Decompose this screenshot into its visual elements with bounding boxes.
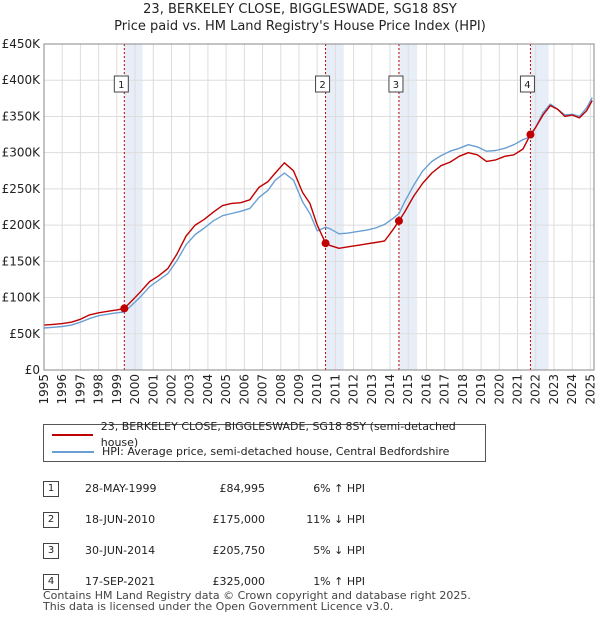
- sale-date: 18-JUN-2010: [85, 513, 156, 526]
- y-tick-label: £100K: [2, 291, 42, 305]
- table-row: 4 17-SEP-2021 £325,000 1% ↑ HPI: [43, 566, 365, 597]
- sale-hpi-diff: 5% ↓ HPI: [313, 544, 365, 557]
- x-tick-label: 2006: [237, 374, 251, 405]
- sale-band-1: [124, 44, 143, 370]
- table-row: 1 28-MAY-1999 £84,995 6% ↑ HPI: [43, 473, 365, 504]
- sales-table: 1 28-MAY-1999 £84,995 6% ↑ HPI 2 18-JUN-…: [43, 473, 365, 597]
- sale-price: £175,000: [212, 513, 266, 526]
- sale-price: £84,995: [219, 482, 266, 495]
- x-tick-label: 1995: [37, 374, 51, 405]
- legend-label-property: 23, BERKELEY CLOSE, BIGGLESWADE, SG18 8S…: [100, 420, 456, 449]
- x-tick-label: 2018: [456, 374, 470, 405]
- hpi-line: [43, 97, 593, 329]
- sale-number-badge: 3: [43, 542, 59, 559]
- sale-number-badge: 1: [43, 480, 59, 497]
- x-tick-label: 2007: [256, 374, 270, 405]
- sale-point-3: [394, 216, 403, 225]
- x-tick-label: 2003: [183, 374, 197, 405]
- sale-point-4: [526, 130, 535, 139]
- sale-point-2: [321, 239, 330, 248]
- chart-legend: 23, BERKELEY CLOSE, BIGGLESWADE, SG18 8S…: [43, 420, 486, 462]
- x-tick-label: 2015: [401, 374, 415, 405]
- sale-price: £205,750: [212, 544, 266, 557]
- x-tick-label: 2005: [219, 374, 233, 405]
- sale-band-4: [530, 44, 549, 370]
- chart-subtitle: Price paid vs. HM Land Registry's House …: [114, 19, 486, 34]
- y-tick-label: £350K: [2, 109, 42, 123]
- x-tick-label: 1998: [92, 374, 106, 405]
- sale-date: 30-JUN-2014: [85, 544, 156, 557]
- sale-hpi-diff: 1% ↑ HPI: [313, 575, 365, 588]
- chart-title-address: 23, BERKELEY CLOSE, BIGGLESWADE, SG18 8S…: [143, 2, 457, 17]
- y-tick-label: £300K: [2, 146, 42, 160]
- price-chart: 1 2 3 4 £0 £50K £100K £150K £200K £250K £300K £350…: [2, 37, 598, 405]
- sale-number-label-3: 3: [393, 80, 399, 91]
- sale-number-label-2: 2: [319, 80, 325, 91]
- plot-frame: [43, 43, 595, 371]
- sale-date: 17-SEP-2021: [85, 575, 156, 588]
- sale-number-box-4: [519, 75, 535, 93]
- sale-point-1: [120, 304, 129, 313]
- sale-number-box-1: [113, 75, 129, 93]
- x-tick-label: 2008: [274, 374, 288, 405]
- x-tick-label: 2022: [529, 374, 543, 405]
- table-row: 3 30-JUN-2014 £205,750 5% ↓ HPI: [43, 535, 365, 566]
- x-tick-label: 2009: [292, 374, 306, 405]
- x-tick-label: 1999: [110, 374, 124, 405]
- legend-item-hpi: HPI: Average price, semi-detached house,…: [52, 444, 449, 460]
- x-tick-label: 2017: [438, 374, 452, 405]
- y-tick-label: £50K: [9, 327, 41, 341]
- sale-number-box-3: [388, 75, 404, 93]
- sale-number-label-1: 1: [118, 80, 124, 91]
- y-tick-label: £150K: [2, 254, 42, 268]
- x-tick-label: 2012: [347, 374, 361, 405]
- sale-price: £325,000: [212, 575, 266, 588]
- x-tick-label: 2025: [583, 374, 597, 405]
- footer-text: Contains HM Land Registry data © Crown c…: [43, 590, 471, 612]
- x-tick-label: 2004: [201, 374, 215, 405]
- y-tick-label: £0: [25, 363, 40, 377]
- x-tick-label: 2021: [511, 374, 525, 405]
- y-tick-label: £450K: [2, 37, 42, 51]
- table-row: 2 18-JUN-2010 £175,000 11% ↓ HPI: [43, 504, 365, 535]
- sale-band-2: [325, 44, 344, 370]
- x-tick-label: 2019: [474, 374, 488, 405]
- sale-number-badge: 2: [43, 511, 59, 528]
- x-tick-label: 1996: [55, 374, 69, 405]
- sale-hpi-diff: 11% ↓ HPI: [306, 513, 365, 526]
- x-tick-label: 2002: [164, 374, 178, 405]
- x-tick-label: 2001: [146, 374, 160, 405]
- x-tick-label: 2010: [310, 374, 324, 405]
- x-tick-label: 2014: [383, 374, 397, 405]
- legend-swatch-property: [52, 434, 93, 436]
- x-tick-label: 2024: [565, 374, 579, 405]
- sale-date: 28-MAY-1999: [85, 482, 157, 495]
- x-tick-label: 2016: [419, 374, 433, 405]
- footer-licence: This data is licensed under the Open Gov…: [43, 600, 394, 613]
- legend-swatch-hpi: [52, 451, 94, 453]
- x-tick-label: 1997: [73, 374, 87, 405]
- x-tick-label: 2023: [547, 374, 561, 405]
- y-tick-label: £200K: [2, 218, 42, 232]
- y-tick-label: £400K: [2, 73, 42, 87]
- x-tick-label: 2011: [328, 374, 342, 405]
- legend-label-hpi: HPI: Average price, semi-detached house,…: [102, 445, 450, 458]
- legend-item-property: 23, BERKELEY CLOSE, BIGGLESWADE, SG18 8S…: [52, 420, 485, 449]
- x-tick-label: 2020: [492, 374, 506, 405]
- y-tick-label: £250K: [2, 182, 42, 196]
- footer-copyright: Contains HM Land Registry data © Crown c…: [43, 589, 471, 602]
- sale-hpi-diff: 6% ↑ HPI: [313, 482, 365, 495]
- sale-number-label-4: 4: [524, 80, 530, 91]
- sale-number-badge: 4: [43, 573, 59, 590]
- sale-number-box-2: [315, 75, 331, 93]
- x-tick-label: 2013: [365, 374, 379, 405]
- x-tick-label: 2000: [128, 374, 142, 405]
